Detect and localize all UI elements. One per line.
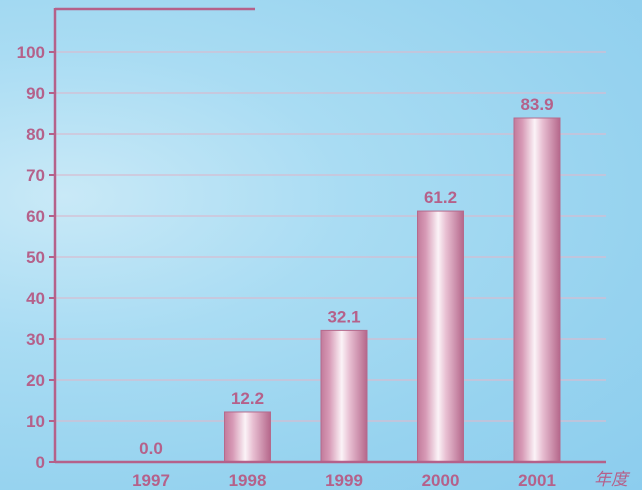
y-axis [53,7,255,462]
y-tick-label: 80 [26,125,45,144]
y-tick-label: 0 [36,453,45,472]
data-label-2001: 83.9 [520,95,553,114]
y-tick-label: 70 [26,166,45,185]
y-tick-label: 50 [26,248,45,267]
data-label-1997: 0.0 [139,439,163,458]
x-axis-title: 年度 [594,470,631,490]
bar-2001 [513,117,561,463]
y-tick-label: 10 [26,412,45,431]
bars [224,117,561,463]
data-label-1998: 12.2 [231,389,264,408]
y-tick-label: 100 [17,43,45,62]
x-tick-labels: 1997 1998 1999 2000 2001 [132,471,556,490]
y-tick-label: 90 [26,84,45,103]
data-label-1999: 32.1 [327,307,360,326]
x-tick-label-1998: 1998 [229,471,267,490]
y-tick-label: 30 [26,330,45,349]
x-tick-label-2000: 2000 [422,471,460,490]
y-tick-label: 40 [26,289,45,308]
x-tick-label-1999: 1999 [325,471,363,490]
y-tick-label: 20 [26,371,45,390]
x-tick-label-2001: 2001 [518,471,556,490]
y-tick-label: 60 [26,207,45,226]
bar-1999 [320,329,368,463]
x-tick-label-1997: 1997 [132,471,170,490]
bar-1998 [224,411,271,463]
data-labels: 0.0 12.2 32.1 61.2 83.9 [139,95,553,458]
data-label-2000: 61.2 [424,188,457,207]
y-tick-labels: 0 10 20 30 40 50 60 70 80 90 100 [17,43,55,472]
bar-2000 [417,210,464,463]
grid-lines [55,51,606,422]
